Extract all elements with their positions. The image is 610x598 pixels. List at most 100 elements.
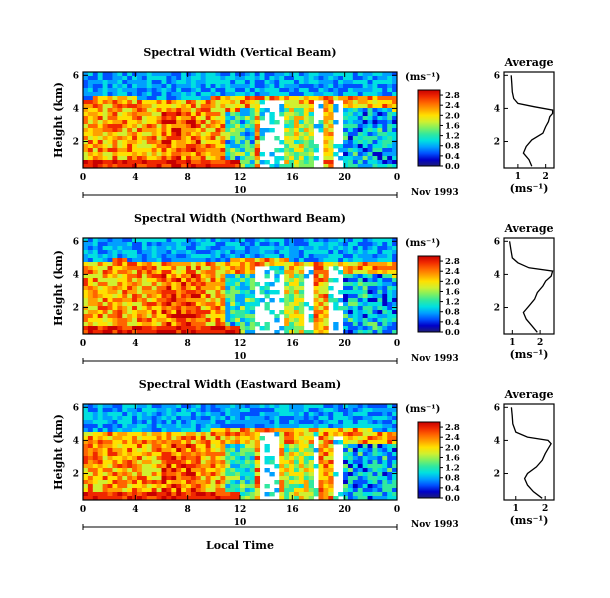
heatmap-cell bbox=[171, 72, 177, 77]
heatmap-cell bbox=[367, 326, 373, 331]
heatmap-cell bbox=[92, 254, 99, 259]
heatmap-cell bbox=[377, 164, 383, 169]
heatmap-cell bbox=[372, 492, 378, 497]
heatmap-cell bbox=[107, 104, 113, 109]
heatmap-cell bbox=[161, 246, 167, 251]
heatmap-cell bbox=[352, 290, 359, 295]
heatmap-cell bbox=[293, 492, 300, 497]
heatmap-cell bbox=[254, 258, 261, 263]
heatmap-cell bbox=[215, 88, 221, 93]
heatmap-cell bbox=[136, 152, 143, 157]
heatmap-cell bbox=[249, 156, 256, 161]
heatmap-cell bbox=[298, 436, 305, 441]
heatmap-cell bbox=[136, 136, 143, 141]
heatmap-cell bbox=[205, 436, 211, 441]
heatmap-cell bbox=[240, 298, 246, 303]
heatmap-cell bbox=[323, 428, 329, 433]
heatmap-cell bbox=[264, 492, 270, 497]
heatmap-cell bbox=[102, 488, 108, 493]
heatmap-cell bbox=[298, 250, 305, 255]
heatmap-cell bbox=[205, 408, 211, 413]
heatmap-cell bbox=[220, 322, 226, 327]
heatmap-cell bbox=[107, 468, 113, 473]
heatmap-cell bbox=[362, 156, 368, 161]
heatmap-cell bbox=[220, 420, 226, 425]
heatmap-cell bbox=[210, 144, 216, 149]
heatmap-cell bbox=[308, 428, 314, 433]
heatmap-cell bbox=[318, 250, 324, 255]
heatmap-cell bbox=[156, 432, 162, 437]
heatmap-cell bbox=[200, 270, 207, 275]
heatmap-cell bbox=[387, 92, 393, 97]
heatmap-cell bbox=[235, 108, 241, 113]
heatmap-cell bbox=[107, 266, 113, 271]
heatmap-cell bbox=[235, 492, 241, 497]
heatmap-cell bbox=[161, 242, 167, 247]
heatmap-cell bbox=[382, 250, 388, 255]
heatmap-cell bbox=[97, 282, 104, 287]
heatmap-cell bbox=[308, 480, 314, 485]
heatmap-cell bbox=[171, 238, 177, 243]
heatmap-cell bbox=[117, 266, 123, 271]
heatmap-cell bbox=[328, 128, 334, 133]
heatmap-cell bbox=[200, 100, 207, 105]
heatmap-cell bbox=[195, 460, 202, 465]
heatmap-cell bbox=[387, 330, 393, 335]
heatmap-cell bbox=[367, 330, 373, 335]
heatmap-cell bbox=[190, 108, 197, 113]
heatmap-cell bbox=[313, 294, 319, 299]
heatmap-cell bbox=[181, 132, 187, 137]
heatmap-cell bbox=[298, 254, 305, 259]
heatmap-cell bbox=[200, 322, 207, 327]
heatmap-cell bbox=[298, 416, 305, 421]
heatmap-cell bbox=[190, 132, 197, 137]
heatmap-cell bbox=[352, 326, 359, 331]
heatmap-cell bbox=[225, 258, 231, 263]
heatmap-cell bbox=[352, 132, 359, 137]
heatmap-cell bbox=[215, 440, 221, 445]
heatmap-cell bbox=[382, 238, 388, 243]
heatmap-cell bbox=[313, 274, 319, 279]
heatmap-cell bbox=[249, 322, 256, 327]
heatmap-cell bbox=[284, 302, 290, 307]
heatmap-cell bbox=[117, 322, 123, 327]
heatmap-cell bbox=[357, 444, 364, 449]
heatmap-cell bbox=[318, 76, 324, 81]
heatmap-cell bbox=[293, 116, 300, 121]
heatmap-cell bbox=[186, 136, 192, 141]
heatmap-cell bbox=[132, 314, 138, 319]
heatmap-cell bbox=[387, 238, 393, 243]
heatmap-cell bbox=[240, 84, 246, 89]
heatmap-cell bbox=[176, 298, 182, 303]
heatmap-cell bbox=[274, 278, 280, 283]
heatmap-cell bbox=[141, 294, 148, 299]
heatmap-cell bbox=[328, 120, 334, 125]
heatmap-cell bbox=[377, 254, 383, 259]
heatmap-cell bbox=[308, 472, 314, 477]
heatmap-cell bbox=[107, 464, 113, 469]
heatmap-cell bbox=[343, 448, 349, 453]
heatmap-cell bbox=[333, 416, 339, 421]
heatmap-cell bbox=[161, 492, 167, 497]
heatmap-cell bbox=[166, 156, 172, 161]
heatmap-cell bbox=[328, 488, 334, 493]
heatmap-cell bbox=[156, 488, 162, 493]
heatmap-cell bbox=[372, 100, 378, 105]
heatmap-cell bbox=[146, 274, 153, 279]
heatmap-cell bbox=[367, 136, 373, 141]
heatmap-cell bbox=[181, 488, 187, 493]
heatmap-cell bbox=[195, 468, 202, 473]
heatmap-cell bbox=[377, 322, 383, 327]
heatmap-cell bbox=[132, 412, 138, 417]
heatmap-cell bbox=[293, 92, 300, 97]
heatmap-cell bbox=[347, 132, 354, 137]
heatmap-cell bbox=[200, 120, 207, 125]
heatmap-cell bbox=[107, 472, 113, 477]
heatmap-cell bbox=[284, 116, 290, 121]
heatmap-cell bbox=[318, 318, 324, 323]
heatmap-cell bbox=[190, 250, 197, 255]
heatmap-cell bbox=[274, 432, 280, 437]
heatmap-cell bbox=[210, 488, 216, 493]
heatmap-cell bbox=[205, 144, 211, 149]
heatmap-cell bbox=[205, 152, 211, 157]
